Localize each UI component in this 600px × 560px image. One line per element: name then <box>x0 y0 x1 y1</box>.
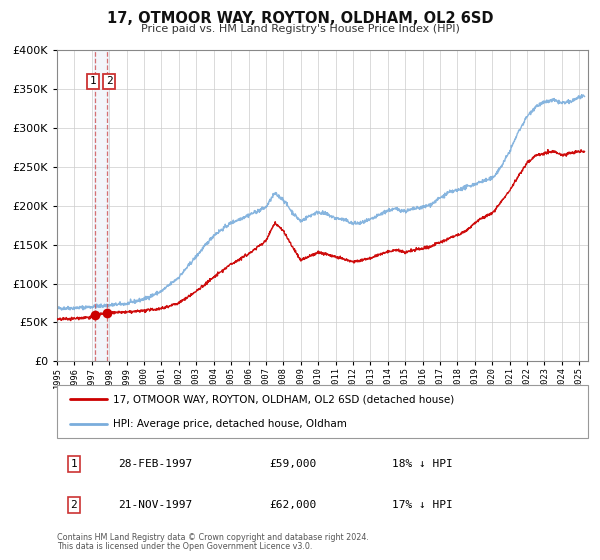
Text: 28-FEB-1997: 28-FEB-1997 <box>118 459 193 469</box>
Bar <box>94 50 107 361</box>
Text: 17% ↓ HPI: 17% ↓ HPI <box>392 500 452 510</box>
Text: HPI: Average price, detached house, Oldham: HPI: Average price, detached house, Oldh… <box>113 418 347 428</box>
Text: 1: 1 <box>89 77 96 86</box>
Text: Contains HM Land Registry data © Crown copyright and database right 2024.: Contains HM Land Registry data © Crown c… <box>57 533 369 542</box>
Text: £59,000: £59,000 <box>269 459 317 469</box>
Text: 2: 2 <box>71 500 77 510</box>
Text: Price paid vs. HM Land Registry's House Price Index (HPI): Price paid vs. HM Land Registry's House … <box>140 24 460 34</box>
FancyBboxPatch shape <box>57 385 588 438</box>
Text: 21-NOV-1997: 21-NOV-1997 <box>118 500 193 510</box>
Text: 2: 2 <box>106 77 112 86</box>
Text: 18% ↓ HPI: 18% ↓ HPI <box>392 459 452 469</box>
Text: 17, OTMOOR WAY, ROYTON, OLDHAM, OL2 6SD (detached house): 17, OTMOOR WAY, ROYTON, OLDHAM, OL2 6SD … <box>113 394 454 404</box>
Text: £62,000: £62,000 <box>269 500 317 510</box>
Text: 1: 1 <box>71 459 77 469</box>
Text: 17, OTMOOR WAY, ROYTON, OLDHAM, OL2 6SD: 17, OTMOOR WAY, ROYTON, OLDHAM, OL2 6SD <box>107 11 493 26</box>
Text: This data is licensed under the Open Government Licence v3.0.: This data is licensed under the Open Gov… <box>57 542 313 551</box>
